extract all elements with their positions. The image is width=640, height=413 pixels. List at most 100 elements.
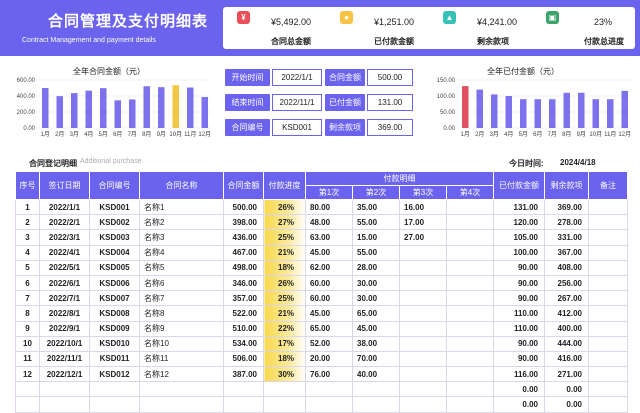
table-row[interactable]: 1 2022/1/1 KSD001 名称1 500.00 26% 80.00 35.00 16.…: [15, 198, 628, 216]
bar[interactable]: [534, 99, 542, 128]
bar[interactable]: [548, 99, 556, 128]
table-row[interactable]: 2 2022/2/1 KSD002 名称2 398.00 27% 48.00 55.00 17.…: [15, 214, 628, 231]
table-cell: [399, 259, 447, 276]
bar[interactable]: [143, 86, 151, 128]
table-cell: 45.00: [305, 244, 353, 261]
table-cell: 4: [15, 244, 40, 261]
bar[interactable]: [606, 99, 614, 128]
bar[interactable]: [186, 87, 194, 128]
bar[interactable]: [476, 89, 484, 128]
table-cell: [305, 396, 353, 413]
table-cell: 110.00: [493, 320, 545, 337]
table-cell: 名称4: [139, 244, 224, 261]
table-row[interactable]: 8 2022/8/1 KSD008 名称8 522.00 21% 45.00 65.00 110…: [15, 305, 628, 322]
table-row[interactable]: 9 2022/9/1 KSD009 名称9 510.00 22% 65.00 45.00 110…: [15, 320, 628, 337]
bar[interactable]: [157, 87, 165, 128]
table-cell: [399, 274, 447, 292]
table-cell: 45.00: [305, 305, 353, 322]
header-notes: 备注: [588, 171, 628, 200]
table-cell: KSD012: [89, 366, 140, 383]
table-cell: 120.00: [493, 214, 545, 231]
bar[interactable]: [592, 99, 600, 128]
bar[interactable]: [461, 86, 469, 128]
table-row[interactable]: 0.00 0.00: [15, 396, 628, 413]
table-cell: [446, 366, 494, 383]
kpi-label: 合同总金额: [271, 37, 311, 46]
remaining-value: 369.00: [367, 119, 413, 136]
table-cell: 26%: [263, 274, 306, 292]
kpi-label: 剩余款项: [477, 37, 509, 46]
table-cell: 63.00: [305, 229, 353, 246]
table-cell: [446, 229, 494, 246]
today-label: 今日时间:: [509, 159, 544, 168]
table-cell: 2022/4/1: [39, 244, 90, 261]
y-tick-label: 100.00: [437, 94, 456, 100]
x-tick-label: 7月: [548, 131, 557, 138]
table-row[interactable]: 6 2022/6/1 KSD006 名称6 346.00 26% 60.00 30.00 90.…: [15, 274, 628, 292]
bar[interactable]: [563, 92, 571, 128]
table-row[interactable]: 10 2022/10/1 KSD010 名称10 534.00 17% 52.00 38.00…: [15, 335, 628, 352]
table-cell: 30.00: [352, 290, 400, 307]
table-cell: 名称1: [139, 198, 224, 216]
table-cell: KSD008: [89, 305, 140, 322]
start-time-value[interactable]: 2022/1/1: [272, 69, 322, 86]
kpi-card: ▲ ¥4,241.00 剩余款项: [429, 7, 532, 49]
table-row[interactable]: 4 2022/4/1 KSD004 名称4 467.00 21% 45.00 55.00 100…: [15, 244, 628, 261]
bar[interactable]: [201, 97, 209, 128]
table-cell: 60.00: [305, 290, 353, 307]
table-cell: [39, 381, 90, 398]
table-cell: 2022/12/1: [39, 366, 90, 383]
bar[interactable]: [519, 99, 527, 128]
contract-table: 序号 签订日期 合同编号 合同名称 合同金额 付款进度 付款明细 已付款金额 剩…: [15, 171, 628, 413]
bar[interactable]: [490, 94, 498, 128]
table-row[interactable]: 7 2022/7/1 KSD007 名称7 357.00 25% 60.00 30.00 90.…: [15, 290, 628, 307]
x-tick-label: 12月: [618, 131, 631, 138]
table-cell: 0.00: [544, 381, 589, 398]
table-cell: 22%: [263, 320, 306, 337]
chart-icon: ▲: [443, 11, 456, 24]
table-row[interactable]: 3 2022/3/1 KSD003 名称3 436.00 25% 63.00 15.00 27.…: [15, 229, 628, 246]
kpi-value: ¥1,251.00: [374, 17, 415, 27]
table-row[interactable]: 12 2022/12/1 KSD012 名称12 387.00 30% 76.00 40.00…: [15, 366, 628, 383]
table-cell: [446, 274, 494, 292]
table-cell: [399, 290, 447, 307]
table-cell: [399, 396, 447, 413]
bar[interactable]: [577, 92, 585, 128]
table-cell: 65.00: [352, 305, 400, 322]
bar[interactable]: [114, 100, 122, 128]
bar[interactable]: [172, 85, 180, 128]
table-cell: 7: [15, 290, 40, 307]
y-tick-label: 400.00: [17, 94, 36, 100]
table-cell: 30%: [263, 366, 306, 383]
table-cell: [263, 396, 306, 413]
table-cell: [446, 198, 494, 216]
bar[interactable]: [99, 88, 107, 128]
table-row[interactable]: 0.00 0.00: [15, 381, 628, 398]
x-tick-label: 6月: [533, 131, 542, 138]
table-cell: [446, 350, 494, 368]
table-row[interactable]: 11 2022/11/1 KSD011 名称11 506.00 18% 20.00 70.00…: [15, 350, 628, 368]
x-tick-label: 7月: [128, 131, 137, 138]
y-tick-label: 0.00: [23, 126, 35, 132]
paid-amount-value: 131.00: [367, 94, 413, 111]
start-time-label: 开始时间: [225, 69, 270, 86]
table-cell: 506.00: [223, 350, 264, 368]
table-cell: 27.00: [399, 229, 447, 246]
table-cell: 55.00: [352, 214, 400, 231]
bar[interactable]: [70, 93, 78, 128]
bar[interactable]: [621, 90, 629, 128]
table-cell: 2: [15, 214, 40, 231]
table-cell: 62.00: [305, 259, 353, 276]
contract-id-value[interactable]: KSD001: [272, 119, 322, 136]
bar[interactable]: [85, 90, 93, 128]
table-cell: 70.00: [352, 350, 400, 368]
bar[interactable]: [41, 88, 49, 128]
end-time-value[interactable]: 2022/11/1: [272, 94, 322, 111]
bar[interactable]: [505, 96, 513, 128]
table-cell: [588, 366, 628, 383]
bar[interactable]: [56, 96, 64, 128]
table-row[interactable]: 5 2022/5/1 KSD005 名称5 498.00 18% 62.00 28.00 90.…: [15, 259, 628, 276]
header-payment-2: 第2次: [352, 185, 400, 200]
table-cell: 15.00: [352, 229, 400, 246]
bar[interactable]: [128, 99, 136, 128]
